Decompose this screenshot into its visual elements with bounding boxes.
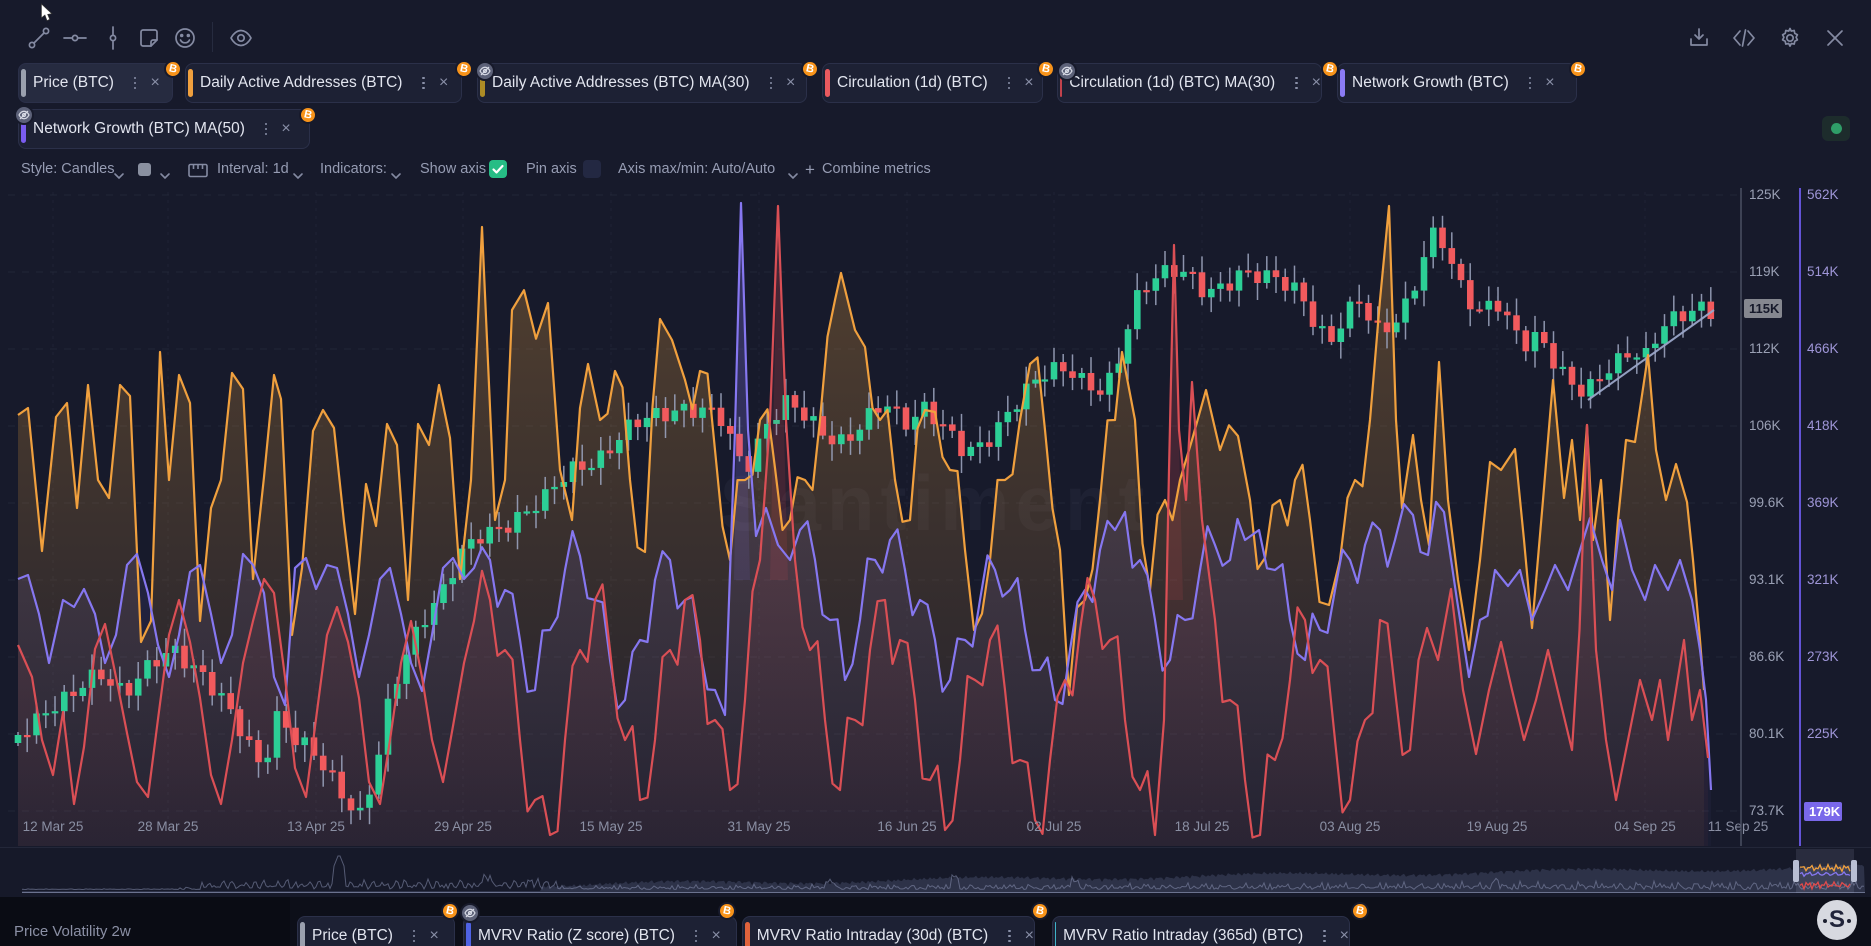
- svg-text:466K: 466K: [1807, 341, 1839, 356]
- svg-text:73.7K: 73.7K: [1749, 803, 1784, 818]
- svg-text:179K: 179K: [1809, 804, 1841, 819]
- svg-text:03 Aug 25: 03 Aug 25: [1320, 819, 1381, 834]
- svg-text:02 Jul 25: 02 Jul 25: [1027, 819, 1082, 834]
- svg-text:119K: 119K: [1749, 264, 1780, 279]
- svg-text:31 May 25: 31 May 25: [727, 819, 790, 834]
- svg-text:514K: 514K: [1807, 264, 1839, 279]
- svg-text:11 Sep 25: 11 Sep 25: [1708, 819, 1769, 834]
- svg-text:106K: 106K: [1749, 418, 1781, 433]
- svg-text:12 Mar 25: 12 Mar 25: [23, 819, 84, 834]
- svg-text:13 Apr 25: 13 Apr 25: [287, 819, 345, 834]
- svg-text:28 Mar 25: 28 Mar 25: [138, 819, 199, 834]
- svg-text:86.6K: 86.6K: [1749, 649, 1784, 664]
- svg-text:16 Jun 25: 16 Jun 25: [877, 819, 936, 834]
- svg-text:321K: 321K: [1807, 572, 1839, 587]
- svg-text:369K: 369K: [1807, 495, 1839, 510]
- svg-text:562K: 562K: [1807, 187, 1839, 202]
- svg-text:80.1K: 80.1K: [1749, 726, 1784, 741]
- svg-text:29 Apr 25: 29 Apr 25: [434, 819, 492, 834]
- svg-text:93.1K: 93.1K: [1749, 572, 1784, 587]
- svg-text:99.6K: 99.6K: [1749, 495, 1784, 510]
- svg-text:15 May 25: 15 May 25: [579, 819, 642, 834]
- svg-text:418K: 418K: [1807, 418, 1839, 433]
- svg-text:112K: 112K: [1749, 341, 1780, 356]
- svg-text:04 Sep 25: 04 Sep 25: [1614, 819, 1676, 834]
- svg-text:225K: 225K: [1807, 726, 1839, 741]
- svg-text:115K: 115K: [1749, 301, 1780, 316]
- svg-text:273K: 273K: [1807, 649, 1839, 664]
- svg-text:19 Aug 25: 19 Aug 25: [1467, 819, 1528, 834]
- svg-text:18 Jul 25: 18 Jul 25: [1175, 819, 1230, 834]
- svg-text:125K: 125K: [1749, 187, 1781, 202]
